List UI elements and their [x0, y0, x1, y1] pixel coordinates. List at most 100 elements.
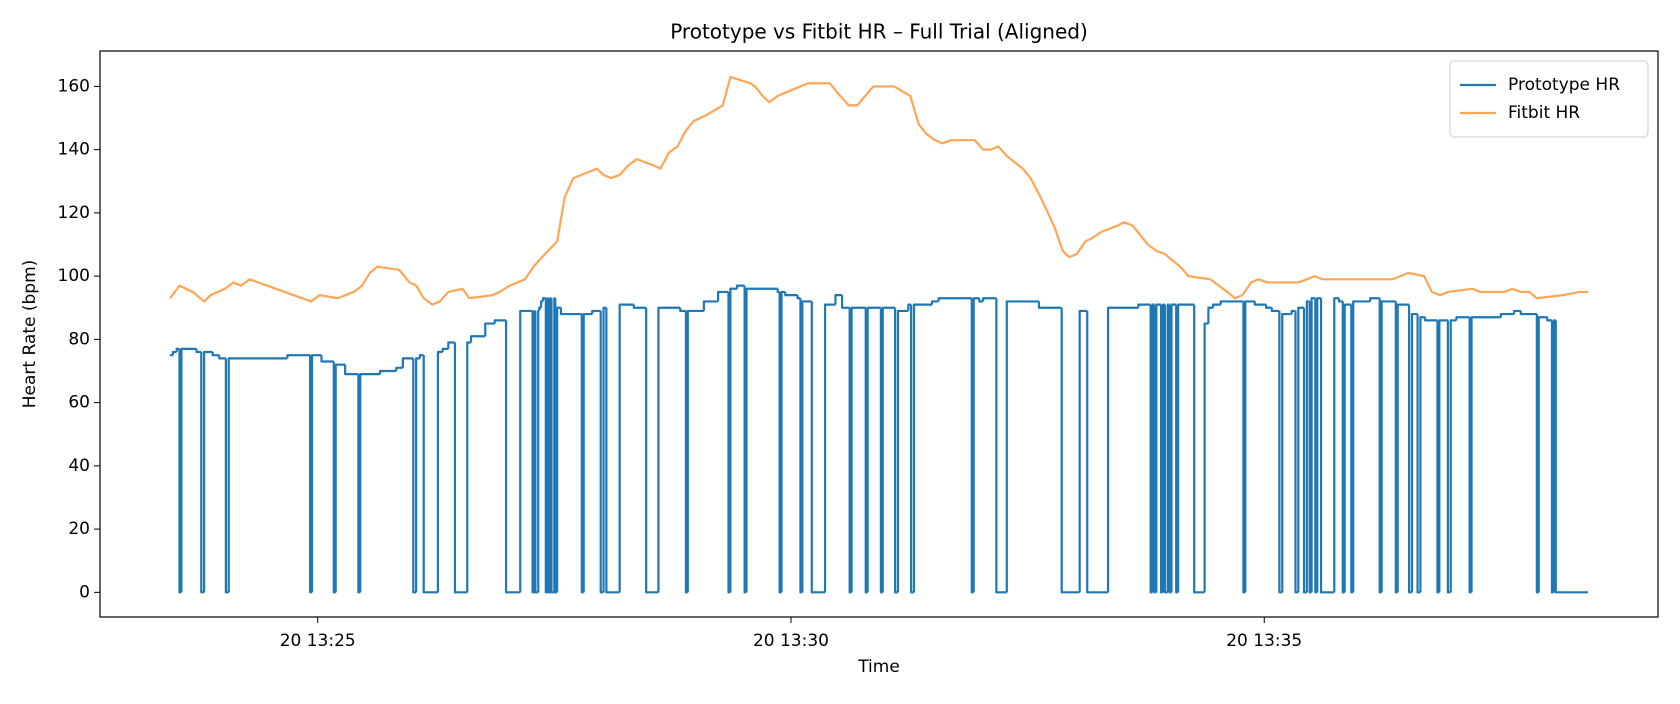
step-segment — [1037, 301, 1062, 309]
step-segment — [541, 297, 546, 302]
step-segment — [834, 294, 843, 305]
step-segment — [1151, 303, 1155, 593]
step-segment — [519, 309, 533, 593]
step-segment — [776, 288, 780, 294]
step-segment — [1193, 304, 1205, 594]
step-segment — [618, 303, 634, 593]
step-segment — [1078, 309, 1088, 593]
step-segment — [907, 303, 912, 311]
step-segment — [605, 307, 620, 594]
step-segment — [1410, 312, 1418, 593]
step-segment — [1552, 319, 1556, 593]
axes-frame — [99, 50, 1659, 618]
step-segment — [320, 355, 334, 363]
step-segment — [203, 350, 213, 593]
step-segment — [211, 352, 220, 357]
step-segment — [195, 348, 202, 354]
step-segment — [1513, 309, 1521, 315]
legend-label: Prototype HR — [1508, 75, 1620, 95]
step-segment — [1519, 310, 1537, 316]
y-tick-label: 120 — [58, 203, 90, 223]
step-segment — [1343, 303, 1352, 593]
step-segment — [1207, 306, 1214, 324]
plot-area — [169, 75, 1588, 594]
x-tick-label: 20 13:35 — [1226, 631, 1302, 651]
step-segment — [582, 312, 593, 593]
step-segment — [453, 342, 468, 594]
step-segment — [896, 309, 909, 593]
step-segment — [493, 319, 507, 324]
line — [169, 75, 1588, 306]
step-segment — [982, 297, 997, 302]
step-segment — [1137, 303, 1151, 308]
step-segment — [912, 303, 933, 593]
step-segment — [1270, 307, 1280, 313]
step-segment — [702, 300, 719, 311]
step-segment — [395, 366, 403, 371]
step-segment — [1396, 303, 1410, 593]
y-tick-label: 20 — [68, 519, 90, 539]
step-segment — [1155, 303, 1162, 593]
step-segment — [484, 322, 495, 337]
step-segment — [180, 347, 197, 593]
step-segment — [1265, 304, 1272, 309]
step-segment — [657, 306, 681, 593]
step-segment — [379, 369, 397, 375]
step-segment — [1005, 300, 1039, 593]
step-segment — [310, 354, 322, 593]
step-segment — [1297, 306, 1304, 593]
y-tick-label: 100 — [58, 266, 90, 286]
step-segment — [645, 307, 659, 594]
step-segment — [1060, 307, 1080, 594]
step-segment — [1352, 300, 1371, 593]
x-axis-label: Time — [857, 657, 900, 677]
step-segment — [591, 309, 601, 315]
step-segment — [602, 306, 607, 593]
step-segment — [218, 355, 226, 360]
step-segment — [359, 373, 381, 593]
step-segment — [422, 355, 438, 594]
step-segment — [716, 290, 729, 302]
step-segment — [1161, 303, 1165, 593]
step-segment — [441, 347, 449, 353]
y-tick-label: 80 — [68, 329, 90, 349]
x-tick-label: 20 13:25 — [280, 631, 356, 651]
step-segment — [995, 298, 1007, 594]
y-tick-label: 0 — [79, 582, 90, 602]
step-segment — [556, 306, 561, 593]
step-segment — [1203, 322, 1209, 593]
y-tick-label: 160 — [58, 76, 90, 96]
y-tick-label: 60 — [68, 393, 90, 413]
chart-title: Prototype vs Fitbit HR – Full Trial (Ali… — [670, 20, 1088, 44]
step-segment — [840, 295, 850, 309]
step-segment — [1244, 300, 1255, 593]
step-segment — [1166, 303, 1170, 593]
step-segment — [1438, 319, 1448, 593]
step-segment — [679, 307, 686, 313]
step-segment — [972, 297, 980, 593]
step-segment — [735, 284, 745, 289]
step-segment — [1455, 316, 1470, 321]
step-segment — [978, 298, 984, 303]
step-segment — [1369, 297, 1380, 302]
step-segment — [436, 350, 443, 593]
step-segment — [1253, 301, 1267, 306]
step-segment — [559, 307, 582, 316]
step-segment — [1316, 297, 1322, 593]
step-segment — [1177, 303, 1195, 593]
step-segment — [1470, 316, 1501, 593]
step-segment — [175, 347, 180, 353]
step-segment — [930, 300, 939, 305]
step-segment — [1290, 309, 1296, 315]
legend-label: Fitbit HR — [1508, 103, 1580, 123]
step-segment — [1319, 298, 1335, 594]
step-segment — [1419, 316, 1426, 593]
y-tick-label: 140 — [58, 140, 90, 160]
step-segment — [227, 357, 288, 593]
step-segment — [1537, 316, 1548, 593]
step-segment — [823, 303, 836, 593]
step-segment — [784, 291, 798, 297]
step-segment — [796, 295, 801, 300]
step-segment — [1337, 298, 1343, 303]
